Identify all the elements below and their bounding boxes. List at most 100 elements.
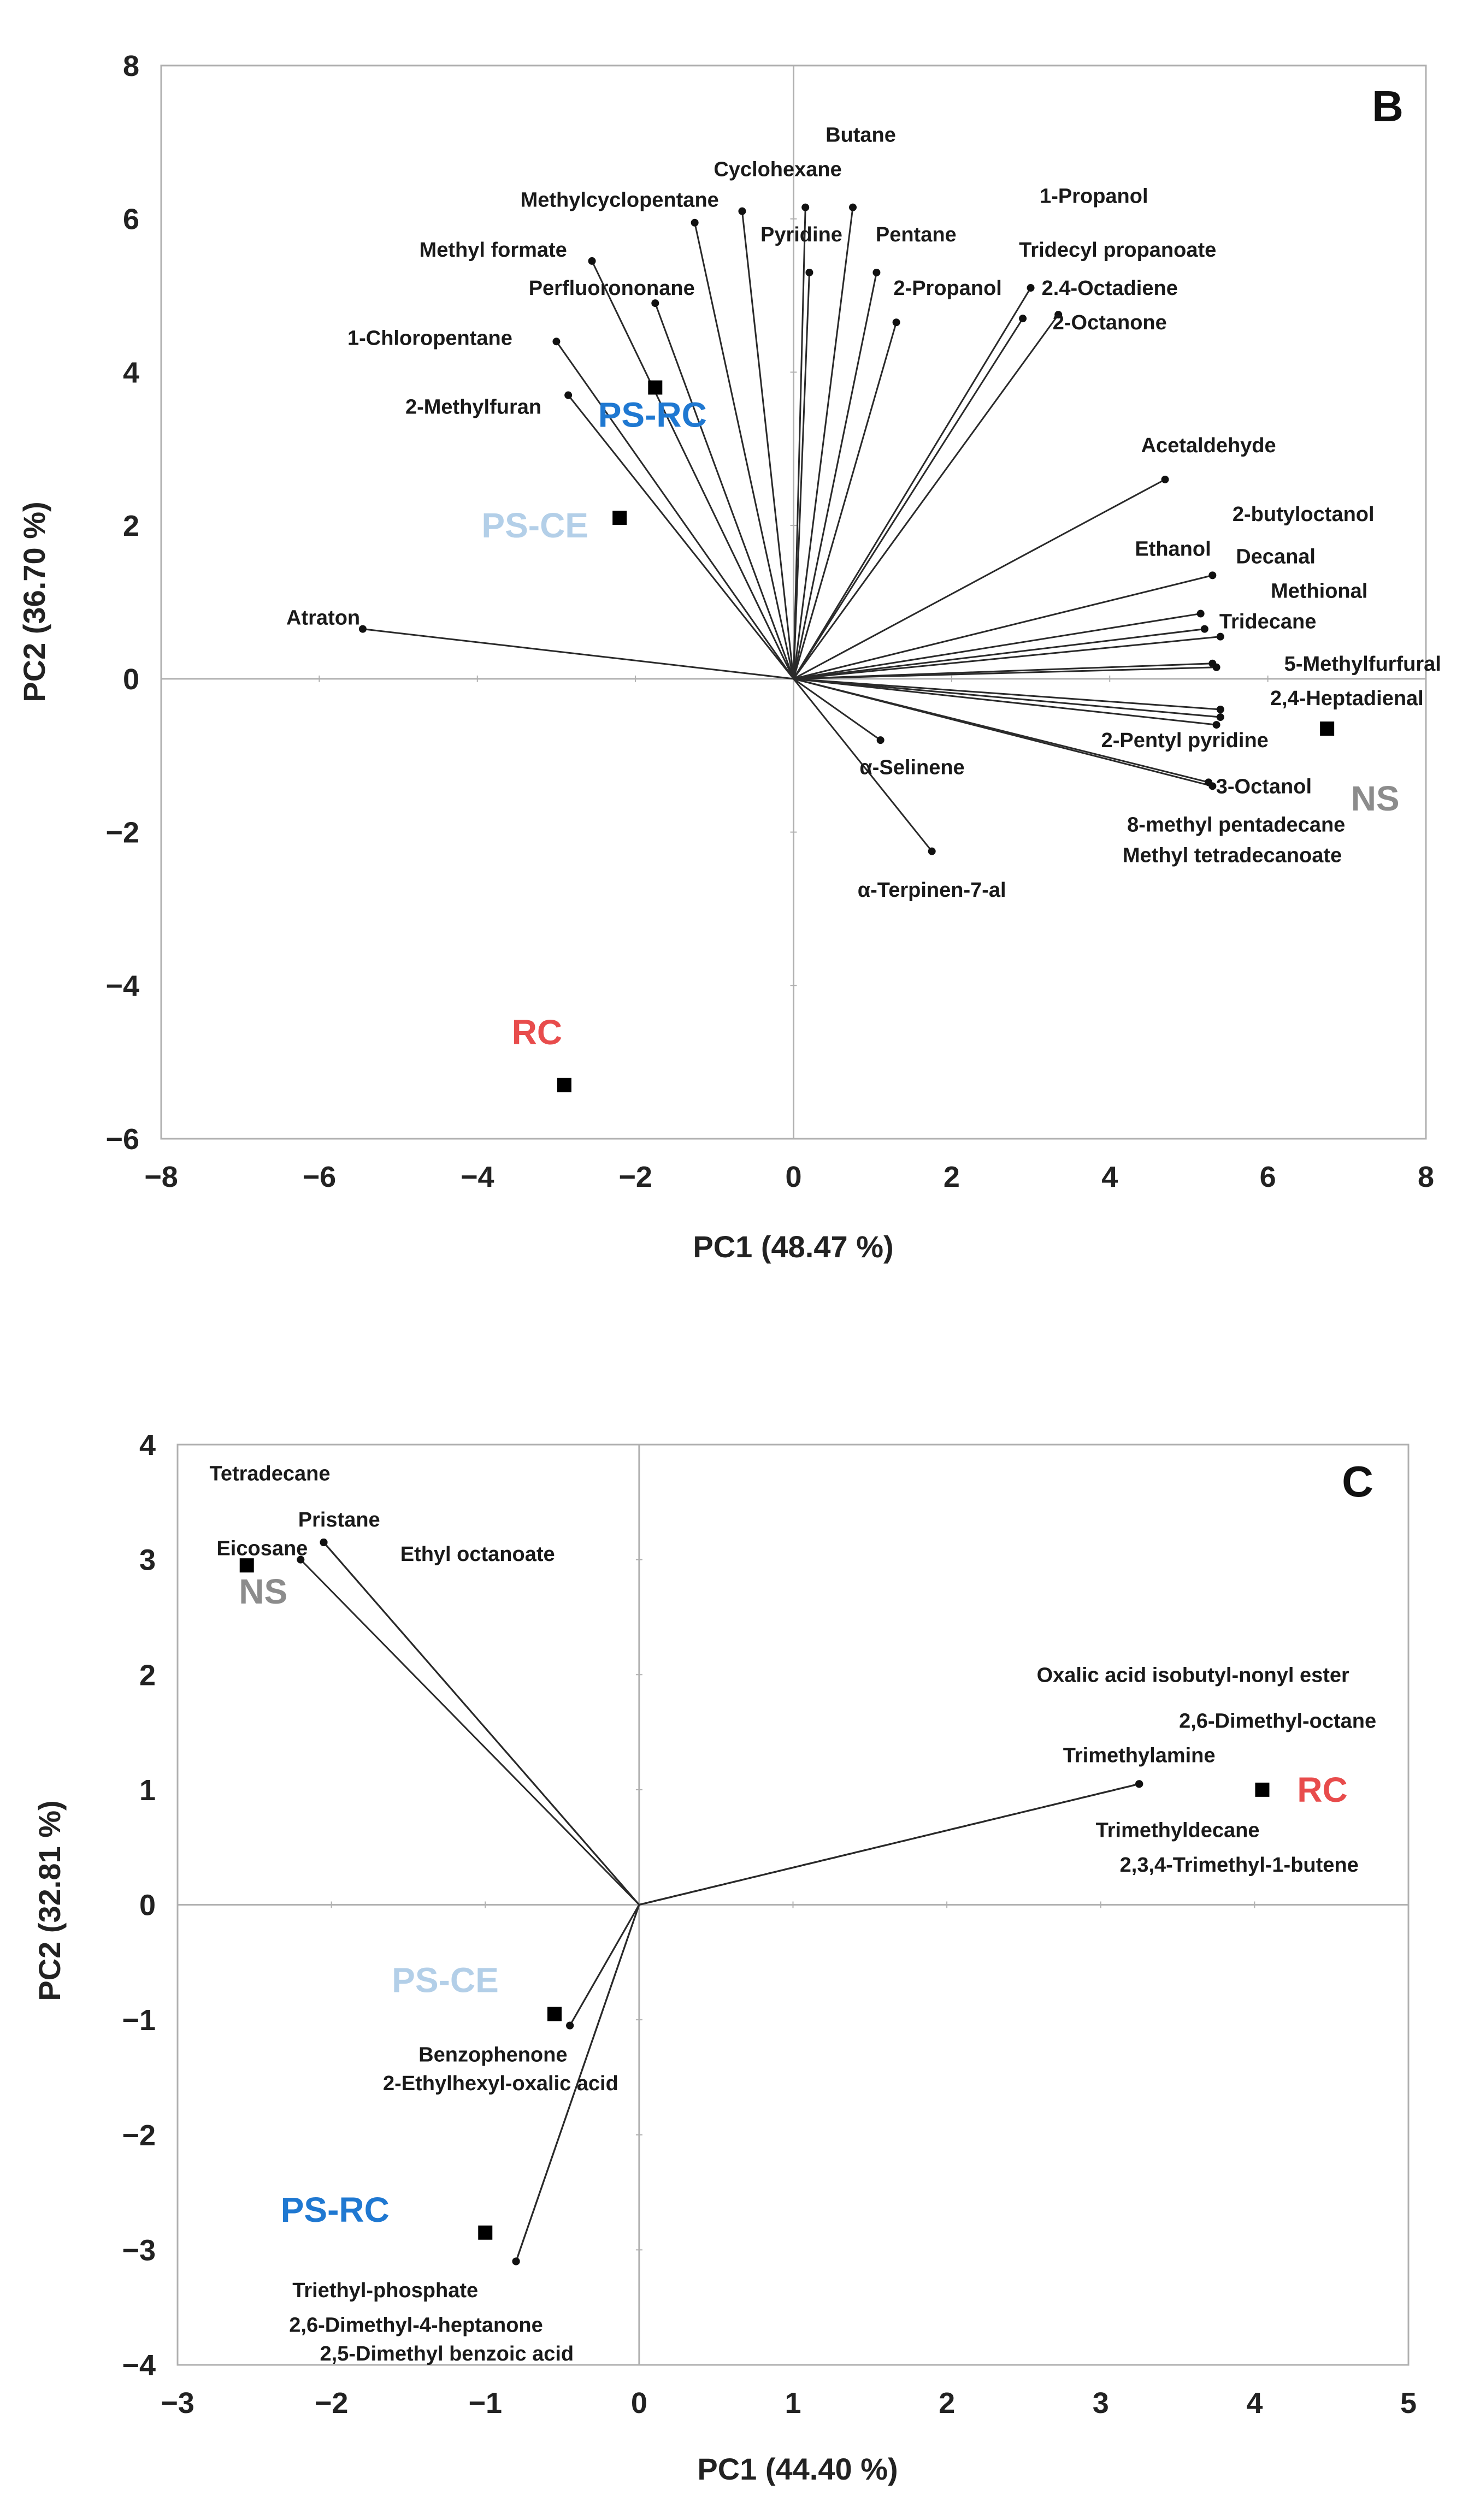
loading-label-selinene: α-Selinene [859,756,964,779]
sample-point-ns [239,1558,254,1573]
loading-vector-ethanol [793,613,1201,680]
loading-vector-atraton [362,628,794,680]
y-tick-label: 2 [123,510,139,542]
loading-point-2-ethylhexyl-oxalic-acid [566,2021,574,2030]
loading-point-methyl-tetradecanoate [1205,778,1213,786]
loading-point-pentane [872,268,881,276]
loading-label-2-4-octadiene: 2.4-Octadiene [1042,277,1178,300]
loading-vector-tridecyl-propanoate [793,318,1024,679]
loading-label-butane: Butane [826,123,896,146]
sample-point-rc [1255,1782,1270,1797]
loading-point-decanal [1200,625,1208,633]
loading-label-methional: Methional [1271,579,1367,602]
y-tick-label: 2 [139,1659,156,1691]
y-tick-label: 3 [139,1544,156,1577]
loading-label-trimethyldecane: Trimethyldecane [1096,1819,1260,1842]
loading-label-oxalic-acid-isobutyl-nonyl-ester: Oxalic acid isobutyl-nonyl ester [1037,1664,1349,1687]
loading-vector-butane [793,207,854,679]
loading-label-triethyl-phosphate: Triethyl-phosphate [292,2279,478,2302]
loading-point-terpinen-7-al [928,847,936,855]
y-tick-labels: −6 −4 −2 0 2 4 6 8 [105,50,139,1156]
loading-point-tridecyl-propanoate [1019,315,1027,323]
y-tick-label: −4 [105,969,139,1002]
loading-vector-cyclohexane [741,211,794,679]
loading-label-terpinen-7-al: α-Terpinen-7-al [858,879,1006,902]
x-tick-label: −8 [144,1161,178,1193]
x-tick-label: 6 [1260,1161,1276,1193]
loading-point-ethyl-octanoate [320,1539,328,1547]
loading-point-2-3-4-trimethyl-1-butene [1135,1780,1143,1788]
loading-vector-pyridine [793,207,806,679]
loading-point-8-methyl-pentadecane [1212,721,1220,729]
loading-vectors [358,203,1224,855]
loading-label-tridecyl-propanoate: Tridecyl propanoate [1019,239,1216,262]
sample-point-rc [557,1078,571,1092]
y-tick-label: 4 [139,1429,156,1462]
y-tick-label: 1 [139,1774,156,1807]
loading-label-acetaldehyde: Acetaldehyde [1141,434,1276,457]
sample-label-rc: RC [512,1013,562,1052]
loading-point-butane [849,203,857,211]
loading-vector-2-4-heptadienal [793,678,1220,711]
y-tick-label: −6 [105,1123,139,1156]
sample-point-ps-ce [612,511,627,525]
loading-vector-2-4-octadiene [793,314,1059,679]
sample-points: NS RC PS-CE PS-RC [239,1558,1348,2240]
loading-point-2-methylfuran [564,391,573,399]
loading-point-1-chloropentane [552,338,561,346]
loading-vector-eicosane [300,1559,640,1906]
sample-label-ps-rc: PS-RC [598,395,707,435]
y-tick-label: 6 [123,203,139,236]
biplot-panel-b: Butane Cyclohexane Methylcyclopentane Pyrid… [17,50,1441,1264]
loading-vector-1-chloropentane [556,341,794,679]
loading-label-decanal: Decanal [1236,545,1316,568]
y-tick-labels: −4 −3 −2 −1 0 1 2 3 4 [122,1429,156,2382]
sample-label-ns: NS [239,1572,287,1611]
x-axis-label: PC1 (48.47 %) [693,1229,893,1264]
loading-point-2-pentyl-pyridine [1216,713,1224,721]
x-tick-label: −2 [315,2387,349,2420]
loading-point-methional [1216,632,1224,641]
x-tick-labels: −3 −2 −1 0 1 2 3 4 5 [161,2387,1417,2420]
panel-label: C [1342,1457,1373,1506]
y-tick-label: 8 [123,50,139,82]
loading-label-tridecane: Tridecane [1219,611,1316,634]
loading-vector-2-octanone [793,272,810,679]
x-tick-label: 3 [1093,2387,1109,2420]
loading-label-ethanol: Ethanol [1135,537,1211,560]
loading-point-2-propanol [892,318,900,327]
sample-label-ps-ce: PS-CE [481,506,588,545]
x-tick-label: −2 [618,1161,652,1193]
loading-label-1-chloropentane: 1-Chloropentane [347,327,512,350]
sample-point-ps-rc [648,380,663,395]
loading-vector-terpinen-7-al [793,678,933,852]
x-tick-label: 2 [939,2387,955,2420]
loading-label-perfluorononane: Perfluorononane [529,277,695,300]
loading-vectors [297,1539,1143,2265]
x-tick-label: −1 [468,2387,502,2420]
loading-point-selinene [876,736,885,744]
y-tick-label: −2 [122,2119,156,2152]
loading-label-eicosane: Eicosane [216,1537,308,1560]
loading-label-2-3-4-trimethyl-1-butene: 2,3,4-Trimethyl-1-butene [1120,1854,1359,1877]
loading-label-2-5-dimethyl-benzoic-acid: 2,5-Dimethyl benzoic acid [320,2342,574,2365]
loading-point-eicosane [297,1555,305,1564]
loading-point-2-4-octadiene [1054,311,1063,319]
x-tick-label: 2 [944,1161,960,1193]
loading-label-1-propanol: 1-Propanol [1040,185,1148,208]
x-tick-label: 4 [1101,1161,1118,1193]
loading-label-2-propanol: 2-Propanol [893,277,1001,300]
loading-point-5-methylfurfural [1212,663,1220,671]
y-tick-label: 0 [139,1889,156,1922]
sample-label-ps-rc: PS-RC [281,2190,390,2229]
loading-vector-2-pentyl-pyridine [793,678,1220,718]
y-tick-label: −3 [122,2234,156,2267]
sample-label-ns: NS [1351,779,1400,818]
loading-label-2-6-dimethyl-4-heptanone: 2,6-Dimethyl-4-heptanone [289,2314,543,2336]
loading-point-perfluorononane [651,299,659,307]
loading-label-2-butyloctanol: 2-butyloctanol [1233,503,1375,526]
loading-vector-1-propanol [793,287,1031,679]
loading-point-atraton [358,625,367,633]
loading-vector-2-ethylhexyl-oxalic-acid [569,1904,640,2026]
